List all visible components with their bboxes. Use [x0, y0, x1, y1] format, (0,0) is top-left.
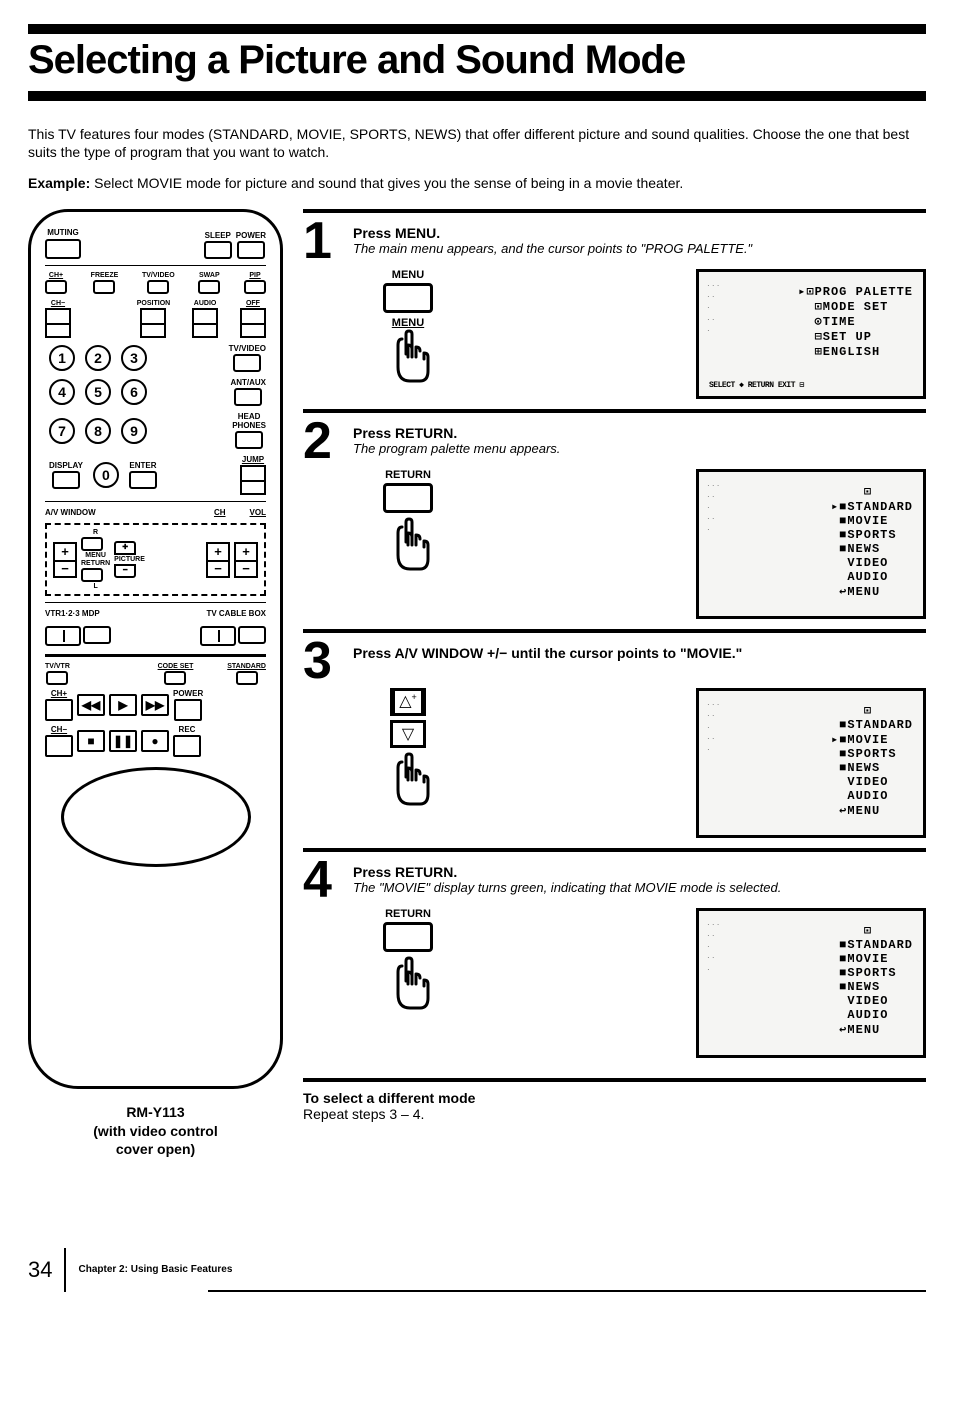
- num-9-button: 9: [121, 418, 147, 444]
- ch-rocker: +−: [206, 542, 230, 578]
- av-window-group: +− R MENU RETURN L ✚ PICTURE ━: [45, 523, 266, 596]
- jump-button: [240, 465, 266, 495]
- step-sub-text: The main menu appears, and the cursor po…: [353, 241, 926, 256]
- hand-icon: [378, 329, 438, 389]
- step-2: 2 Press RETURN. The program palette menu…: [303, 409, 926, 629]
- play-button: ▶: [109, 694, 137, 716]
- power-button: [237, 241, 265, 259]
- rec-button: ●: [141, 730, 169, 752]
- arrow-up-button: △+: [390, 688, 426, 716]
- num-2-button: 2: [85, 345, 111, 371]
- enter-button: [129, 471, 157, 489]
- step-number: 2: [303, 421, 343, 463]
- tvvideo2-button: [233, 354, 261, 372]
- step-main-text: Press RETURN.: [353, 425, 926, 441]
- num-7-button: 7: [49, 418, 75, 444]
- remote-caption: RM-Y113 (with video control cover open): [28, 1103, 283, 1158]
- step-sub-text: The program palette menu appears.: [353, 441, 926, 456]
- muting-button: [45, 239, 81, 259]
- sleep-button: [204, 241, 232, 259]
- headphones-button: [235, 431, 263, 449]
- ch-minus-button: [45, 308, 71, 338]
- cablebox-button: [238, 626, 266, 644]
- swap-button: [198, 280, 220, 294]
- return-button: [81, 568, 103, 582]
- transport-power: [174, 699, 202, 721]
- tv-screen-preview: · · ·· ··· ·· ⊡ ■STANDARD ■MOVIE ■SPORTS…: [696, 908, 926, 1058]
- minus-button: ━: [114, 564, 136, 578]
- antaux-button: [234, 388, 262, 406]
- mdp-button: [83, 626, 111, 644]
- transport-rec: [173, 735, 201, 757]
- off-button: [240, 308, 266, 338]
- tvvideo-button: [147, 280, 169, 294]
- step-number: 1: [303, 221, 343, 263]
- return-key: [383, 483, 433, 513]
- step-number: 3: [303, 641, 343, 683]
- pip-button: [244, 280, 266, 294]
- step-main-text: Press A/V WINDOW +/− until the cursor po…: [353, 645, 926, 661]
- tvvtr-button: [46, 671, 68, 685]
- stop-button: ■: [77, 730, 105, 752]
- example-text: Example: Select MOVIE mode for picture a…: [28, 175, 926, 191]
- rewind-button: ◀◀: [77, 694, 105, 716]
- tv-screen-preview: · · ·· ··· ·· ⊡▸■STANDARD ■MOVIE ■SPORTS…: [696, 469, 926, 619]
- return-key: [383, 922, 433, 952]
- menu-key: [383, 283, 433, 313]
- step-sub-text: The "MOVIE" display turns green, indicat…: [353, 880, 926, 895]
- position-button: [140, 308, 166, 338]
- ff-button: ▶▶: [141, 694, 169, 716]
- step-main-text: Press MENU.: [353, 225, 926, 241]
- freeze-button: [93, 280, 115, 294]
- num-4-button: 4: [49, 379, 75, 405]
- num-3-button: 3: [121, 345, 147, 371]
- standard-button: [236, 671, 258, 685]
- menu-button: [81, 537, 103, 551]
- intro-text: This TV features four modes (STANDARD, M…: [28, 125, 926, 161]
- num-1-button: 1: [49, 345, 75, 371]
- vol-rocker: +−: [234, 542, 258, 578]
- display-button: [52, 471, 80, 489]
- transport-chminus: [45, 735, 73, 757]
- remote-oval: [61, 767, 251, 867]
- vtr-switch: [45, 626, 81, 646]
- hand-icon: [378, 752, 438, 812]
- page-footer: 34 Chapter 2: Using Basic Features: [28, 1248, 926, 1292]
- ch-plus-button: [45, 280, 67, 294]
- action-figure: RETURN: [353, 469, 463, 577]
- num-0-button: 0: [93, 462, 119, 488]
- action-figure: MENU MENU: [353, 269, 463, 389]
- num-5-button: 5: [85, 379, 111, 405]
- to-select-section: To select a different mode Repeat steps …: [303, 1078, 926, 1122]
- arrow-down-button: ▽: [390, 720, 426, 748]
- step-main-text: Press RETURN.: [353, 864, 926, 880]
- tv-cable-switch: [200, 626, 236, 646]
- step-4: 4 Press RETURN. The "MOVIE" display turn…: [303, 848, 926, 1068]
- hand-icon: [378, 517, 438, 577]
- transport-chplus: [45, 699, 73, 721]
- plus-button: ✚: [114, 541, 136, 555]
- pause-button: ❚❚: [109, 730, 137, 752]
- action-figure: RETURN: [353, 908, 463, 1016]
- tv-screen-preview: · · ·· ··· ·· ▸⊡PROG PALETTE ⊡MODE SET ⊙…: [696, 269, 926, 399]
- num-6-button: 6: [121, 379, 147, 405]
- page-title: Selecting a Picture and Sound Mode: [28, 38, 926, 83]
- action-figure-arrows: △+ ▽: [353, 688, 463, 812]
- audio-button: [192, 308, 218, 338]
- step-3: 3 Press A/V WINDOW +/− until the cursor …: [303, 629, 926, 849]
- hand-icon: [378, 956, 438, 1016]
- step-1: 1 Press MENU. The main menu appears, and…: [303, 209, 926, 409]
- step-number: 4: [303, 860, 343, 902]
- remote-control-figure: MUTING SLEEP POWER CH+ FREEZE TV/VIDEO S…: [28, 209, 283, 1089]
- num-8-button: 8: [85, 418, 111, 444]
- tv-screen-preview: · · ·· ··· ·· ⊡ ■STANDARD▸■MOVIE ■SPORTS…: [696, 688, 926, 838]
- codeset-button: [164, 671, 186, 685]
